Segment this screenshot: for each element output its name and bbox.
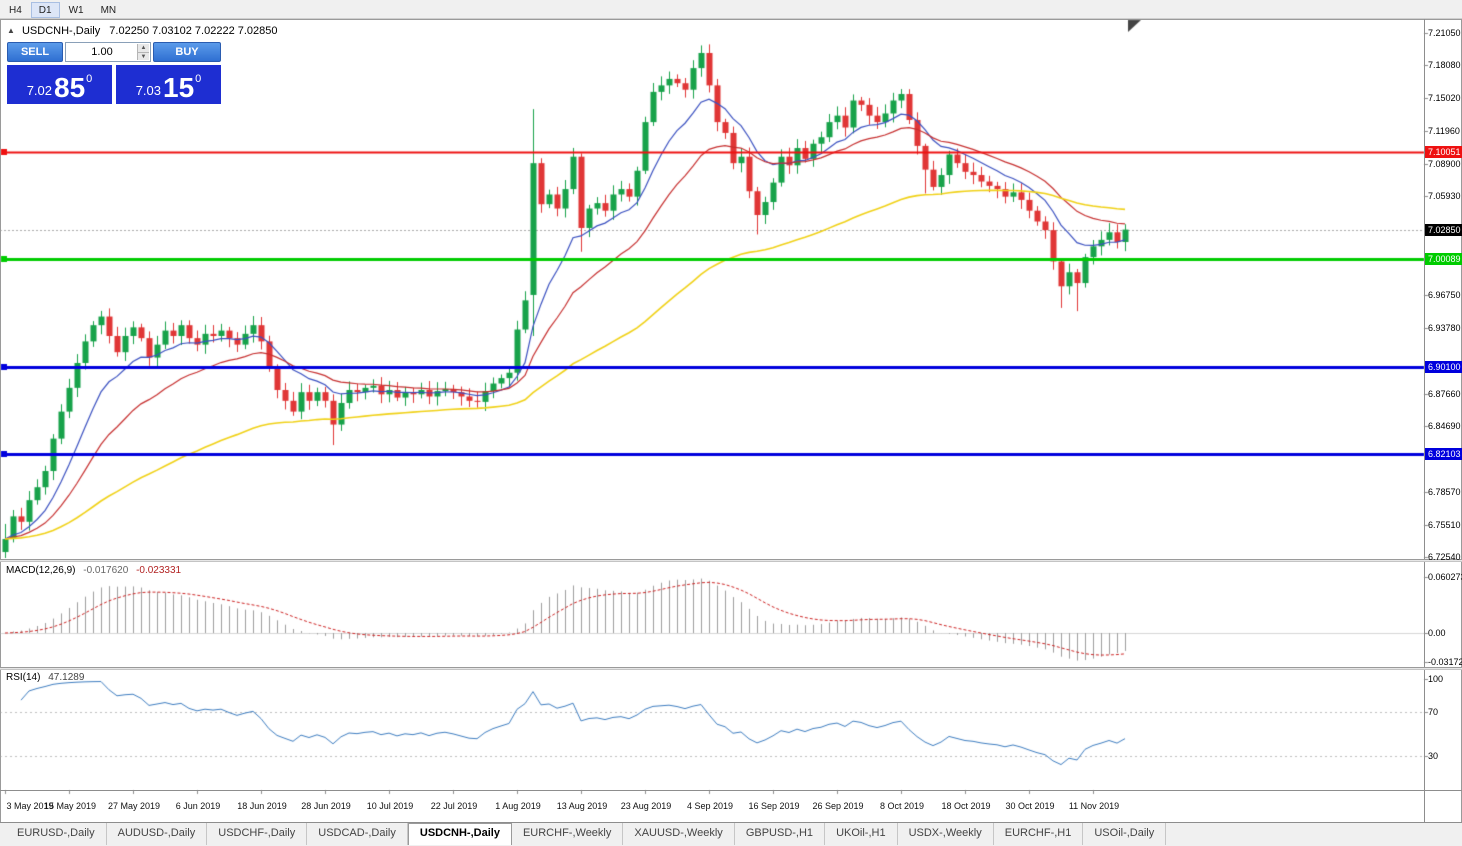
timeframe-button-h4[interactable]: H4 <box>9 5 22 16</box>
chart-tab[interactable]: USDX-,Weekly <box>898 823 994 845</box>
macd-signal-value: -0.023331 <box>136 565 182 576</box>
buy-button[interactable]: BUY <box>153 42 221 62</box>
chart-tab[interactable]: USOil-,Daily <box>1083 823 1167 845</box>
macd-name: MACD(12,26,9) <box>6 565 76 576</box>
timeframe-button-mn[interactable]: MN <box>100 5 117 16</box>
rsi-pane-divider[interactable] <box>0 667 1462 670</box>
date-axis-label: 10 Jul 2019 <box>366 801 414 811</box>
sell-price-sup: 0 <box>86 73 93 85</box>
chart-ohlc-readout: 7.02250 7.03102 7.02222 7.02850 <box>109 25 278 37</box>
date-axis-line <box>0 790 1462 791</box>
macd-pane-divider[interactable] <box>0 559 1462 562</box>
sell-price-prefix: 7.02 <box>26 83 53 98</box>
chart-tab[interactable]: EURCHF-,Weekly <box>512 823 624 845</box>
price-axis-tick-label: 7.05930 <box>1428 191 1461 202</box>
sell-price-box[interactable]: 7.02 85 0 <box>7 65 112 104</box>
date-axis-label: 18 Oct 2019 <box>941 801 991 811</box>
date-axis-label: 11 Nov 2019 <box>1068 801 1120 811</box>
hline-price-label: 6.90100 <box>1425 361 1462 374</box>
hline-price-label: 7.10051 <box>1425 145 1462 158</box>
buy-price-box[interactable]: 7.03 15 0 <box>116 65 221 104</box>
price-axis-tick-label: 7.21050 <box>1428 28 1461 38</box>
date-axis-label: 28 Jun 2019 <box>301 801 351 811</box>
one-click-trading-panel: SELL ▲ ▼ BUY 7.02 85 0 7.03 15 0 <box>7 42 221 104</box>
chart-window-bottom-edge <box>0 822 1462 823</box>
chart-tabs-bar: EURUSD-,Daily AUDUSD-,Daily USDCHF-,Daily U… <box>0 823 1462 846</box>
date-axis-label: 6 Jun 2019 <box>175 801 221 811</box>
macd-indicator-label: MACD(12,26,9) -0.017620 -0.023331 <box>6 565 181 576</box>
date-axis-label: 26 Sep 2019 <box>812 801 864 811</box>
date-axis-label: 8 Oct 2019 <box>879 801 925 811</box>
buy-price-big: 15 <box>163 72 195 103</box>
price-axis-tick-label: 6.75510 <box>1428 519 1461 530</box>
sell-price-big: 85 <box>54 72 86 103</box>
hline-price-label: 6.82103 <box>1425 447 1462 460</box>
timeframe-toolbar: H4 D1 W1 MN <box>0 0 1462 19</box>
macd-main-value: -0.017620 <box>83 565 129 576</box>
price-axis-tick-label: 6.72540 <box>1428 552 1461 562</box>
date-axis-label: 27 May 2019 <box>107 801 161 811</box>
date-axis-label: 13 Aug 2019 <box>556 801 608 811</box>
macd-axis-label: 0.00 <box>1428 628 1446 638</box>
volume-decrease-icon[interactable]: ▼ <box>137 52 149 60</box>
date-axis-label: 16 Sep 2019 <box>748 801 800 811</box>
chart-tab[interactable]: EURUSD-,Daily <box>6 823 107 845</box>
date-axis-label: 22 Jul 2019 <box>430 801 478 811</box>
macd-axis-label: -0.031725 <box>1428 657 1462 668</box>
hline-price-label: 7.00089 <box>1425 253 1462 266</box>
rsi-axis-label: 30 <box>1428 751 1439 761</box>
price-axis-tick-label: 7.08900 <box>1428 159 1461 170</box>
date-axis-label: 1 Aug 2019 <box>495 801 541 811</box>
rsi-value: 47.1289 <box>48 672 85 683</box>
buy-price-prefix: 7.03 <box>135 83 162 98</box>
chart-title: ▲ USDCNH-,Daily 7.02250 7.03102 7.02222 … <box>7 25 278 37</box>
price-axis-tick-label: 6.84690 <box>1428 420 1461 431</box>
price-axis-tick-label: 6.93780 <box>1428 322 1461 333</box>
volume-increase-icon[interactable]: ▲ <box>137 44 149 52</box>
chart-tab[interactable]: UKOil-,H1 <box>825 823 898 845</box>
price-axis-tick-label: 7.11960 <box>1428 126 1460 137</box>
rsi-axis-label: 70 <box>1428 707 1439 717</box>
current-price-label: 7.02850 <box>1425 223 1462 236</box>
macd-axis-label: 0.060273 <box>1428 572 1462 582</box>
volume-box: ▲ ▼ <box>65 42 151 62</box>
rsi-axis-label: 100 <box>1428 674 1444 684</box>
chart-tab[interactable]: USDCNH-,Daily <box>407 823 512 845</box>
price-axis-tick-label: 6.96750 <box>1428 290 1461 301</box>
date-axis-label: 30 Oct 2019 <box>1005 801 1055 811</box>
chart-tab[interactable]: EURCHF-,H1 <box>994 823 1084 845</box>
timeframe-buttons: H4 D1 W1 MN <box>0 0 124 18</box>
rsi-name: RSI(14) <box>6 672 41 683</box>
chart-tab[interactable]: USDCHF-,Daily <box>207 823 308 845</box>
date-axis-label: 15 May 2019 <box>43 801 97 811</box>
price-axis-tick-label: 6.87660 <box>1428 388 1461 399</box>
rsi-indicator-label: RSI(14) 47.1289 <box>6 672 84 683</box>
date-axis-label: 23 Aug 2019 <box>620 801 672 811</box>
chart-tab[interactable]: USDCAD-,Daily <box>307 823 408 845</box>
sell-button[interactable]: SELL <box>7 42 63 62</box>
buy-price-sup: 0 <box>195 73 202 85</box>
chart-tab[interactable]: GBPUSD-,H1 <box>735 823 826 845</box>
date-axis-label: 3 May 2019 <box>6 801 54 811</box>
timeframe-button-d1[interactable]: D1 <box>30 2 60 18</box>
chart-tab[interactable]: AUDUSD-,Daily <box>107 823 208 845</box>
date-axis-label: 4 Sep 2019 <box>686 801 734 811</box>
volume-input[interactable] <box>67 44 137 60</box>
chart-symbol-period: USDCNH-,Daily <box>21 25 101 37</box>
date-axis-label: 18 Jun 2019 <box>237 801 287 811</box>
price-axis-tick-label: 7.18080 <box>1428 60 1461 71</box>
price-axis-tick-label: 6.78570 <box>1428 486 1461 497</box>
price-axis-line <box>1424 19 1425 822</box>
price-axis-tick-label: 7.15020 <box>1428 93 1461 104</box>
timeframe-button-w1[interactable]: W1 <box>68 5 84 16</box>
chart-tab[interactable]: XAUUSD-,Weekly <box>623 823 735 845</box>
one-click-toggle-icon[interactable]: ▲ <box>7 26 15 35</box>
